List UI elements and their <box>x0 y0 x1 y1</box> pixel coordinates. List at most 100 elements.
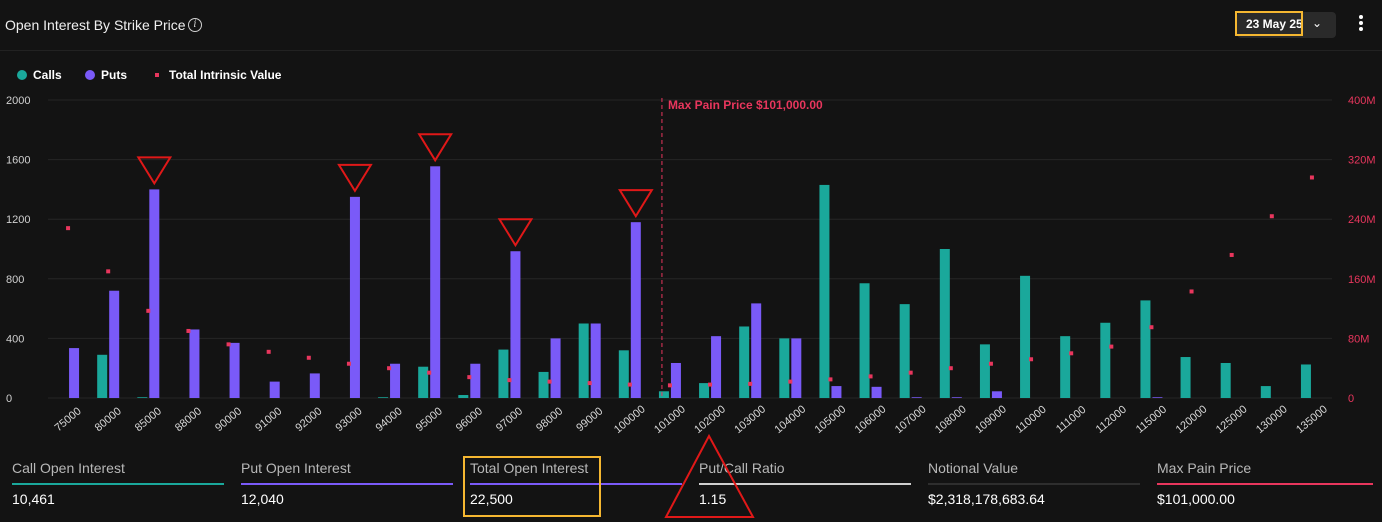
chevron-down-icon[interactable]: ⌄ <box>1312 16 1323 30</box>
annotation-triangle <box>417 133 453 163</box>
annotation-triangle <box>337 163 373 193</box>
call-bar <box>658 391 669 398</box>
intrinsic-value-marker <box>186 328 191 333</box>
intrinsic-value-marker <box>1029 357 1034 362</box>
date-selector-label[interactable]: 23 May 25 <box>1246 17 1303 31</box>
call-bar <box>1300 364 1311 398</box>
put-bar <box>711 336 722 398</box>
intrinsic-value-marker <box>908 370 913 375</box>
put-bar <box>390 363 401 398</box>
x-tick-label: 105000 <box>813 403 849 436</box>
stat-label: Put/Call Ratio <box>699 460 785 476</box>
intrinsic-value-marker <box>1149 325 1154 330</box>
call-bar <box>97 354 108 398</box>
stat-underline <box>699 483 911 485</box>
put-bar <box>831 386 842 398</box>
put-bar <box>510 251 521 398</box>
call-bar <box>699 383 710 398</box>
intrinsic-value-marker <box>66 226 71 231</box>
put-bar <box>630 222 641 398</box>
x-tick-label: 75000 <box>53 405 84 434</box>
intrinsic-value-marker <box>226 342 231 347</box>
stat-total-open-interest: Total Open Interest 22,500 <box>470 457 682 517</box>
stat-label: Put Open Interest <box>241 460 351 476</box>
intrinsic-value-marker <box>627 382 632 387</box>
put-bar <box>751 303 762 398</box>
annotation-triangle <box>497 218 534 248</box>
ratio-annotation-triangle <box>664 433 755 518</box>
stat-label: Notional Value <box>928 460 1019 476</box>
put-bar <box>229 342 240 398</box>
put-bar <box>309 373 320 398</box>
x-tick-label: 97000 <box>494 405 525 434</box>
intrinsic-value-marker <box>587 381 592 386</box>
call-bar <box>538 371 549 398</box>
intrinsic-value-marker <box>667 383 672 388</box>
call-bar <box>979 344 990 398</box>
date-selector-button[interactable] <box>1237 12 1336 38</box>
put-bar <box>590 323 601 398</box>
call-bar <box>618 350 629 398</box>
x-tick-label: 92000 <box>293 405 324 434</box>
stat-put-call-ratio: Put/Call Ratio 1.15 <box>699 457 911 517</box>
legend-item-puts[interactable]: Puts <box>85 68 127 82</box>
intrinsic-value-marker <box>1269 214 1274 219</box>
stat-value: 12,040 <box>241 491 284 507</box>
more-options-icon[interactable] <box>1355 15 1367 35</box>
stat-notional-value: Notional Value $2,318,178,683.64 <box>928 457 1140 517</box>
annotation-triangle <box>618 189 654 219</box>
x-tick-label: 95000 <box>414 405 445 434</box>
put-bar <box>470 363 481 398</box>
puts-legend-dot <box>85 70 95 80</box>
y-right-tick-label: 160M <box>1348 274 1376 286</box>
total-oi-highlight-box <box>463 456 601 517</box>
info-icon[interactable]: i <box>188 18 202 32</box>
intrinsic-value-marker <box>507 378 512 383</box>
call-bar <box>939 249 950 398</box>
x-tick-label: 107000 <box>893 403 929 436</box>
call-bar <box>819 184 830 398</box>
stat-value: $2,318,178,683.64 <box>928 491 1045 507</box>
intrinsic-value-marker <box>106 269 111 274</box>
put-bar <box>430 166 441 398</box>
intrinsic-value-marker <box>467 375 472 380</box>
intrinsic-legend-marker <box>155 73 159 77</box>
stat-call-open-interest: Call Open Interest 10,461 <box>12 457 224 517</box>
x-tick-label: 135000 <box>1294 403 1330 436</box>
legend-label: Puts <box>101 68 128 82</box>
x-tick-label: 115000 <box>1134 404 1169 436</box>
stat-value: 22,500 <box>470 491 513 507</box>
intrinsic-value-marker <box>1109 344 1114 349</box>
y-right-tick-label: 0 <box>1348 393 1354 405</box>
intrinsic-value-marker <box>748 381 753 386</box>
intrinsic-value-marker <box>788 379 793 384</box>
chart-header: Open Interest By Strike Price i 23 May 2… <box>0 0 1382 50</box>
x-tick-label: 108000 <box>933 403 969 436</box>
put-bar <box>871 386 882 398</box>
call-bar <box>1020 275 1031 398</box>
legend-item-intrinsic[interactable]: Total Intrinsic Value <box>152 68 281 82</box>
x-tick-label: 120000 <box>1174 403 1210 436</box>
x-tick-label: 100000 <box>612 403 648 436</box>
put-bar <box>1152 397 1163 398</box>
annotation-triangle <box>136 156 173 186</box>
call-bar <box>378 397 389 398</box>
y-left-tick-label: 1600 <box>6 155 30 167</box>
intrinsic-value-marker <box>387 366 392 371</box>
legend-item-calls[interactable]: Calls <box>17 68 62 82</box>
put-bar <box>349 196 360 398</box>
put-bar <box>149 189 160 398</box>
put-bar <box>991 391 1002 398</box>
intrinsic-value-marker <box>988 361 993 366</box>
put-bar <box>951 397 962 398</box>
stat-underline <box>928 483 1140 485</box>
y-left-tick-label: 1200 <box>6 214 30 226</box>
put-bar <box>189 329 200 398</box>
call-bar <box>1180 357 1191 398</box>
call-bar <box>1220 362 1231 398</box>
x-tick-label: 96000 <box>454 405 485 434</box>
stat-label: Total Open Interest <box>470 460 589 476</box>
put-bar <box>69 348 80 398</box>
stat-underline <box>12 483 224 485</box>
intrinsic-value-marker <box>306 355 311 360</box>
